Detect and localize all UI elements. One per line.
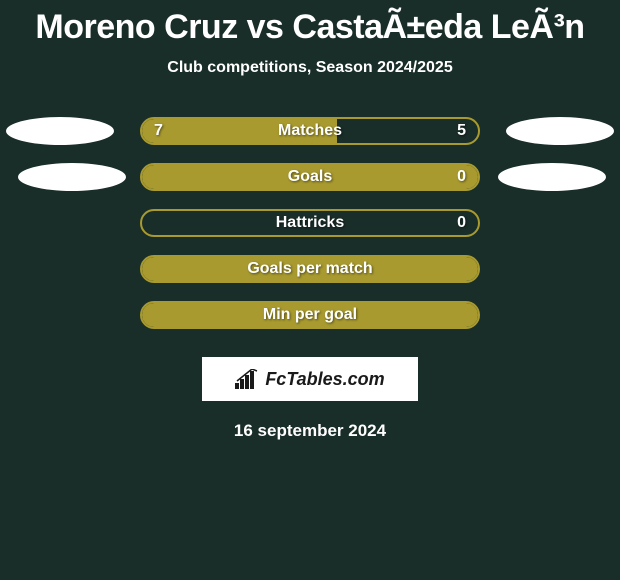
stat-value-right: 0 bbox=[457, 168, 466, 186]
stat-bar: Min per goal bbox=[140, 301, 480, 329]
stat-bar: Goals0 bbox=[140, 163, 480, 191]
stat-value-right: 0 bbox=[457, 214, 466, 232]
team-right-ellipse bbox=[506, 117, 614, 145]
stat-row: Goals0 bbox=[0, 163, 620, 191]
stats-rows: 7Matches5Goals0Hattricks0Goals per match… bbox=[0, 117, 620, 329]
team-right-ellipse bbox=[498, 163, 606, 191]
stat-bar: 7Matches5 bbox=[140, 117, 480, 145]
stat-label: Matches bbox=[142, 122, 478, 140]
stat-row: Min per goal bbox=[0, 301, 620, 329]
page-title: Moreno Cruz vs CastaÃ±eda LeÃ³n bbox=[0, 8, 620, 47]
logo-text: FcTables.com bbox=[265, 369, 384, 390]
stat-row: 7Matches5 bbox=[0, 117, 620, 145]
stat-row: Hattricks0 bbox=[0, 209, 620, 237]
stat-label: Goals bbox=[142, 168, 478, 186]
stat-row: Goals per match bbox=[0, 255, 620, 283]
stat-value-right: 5 bbox=[457, 122, 466, 140]
main-container: Moreno Cruz vs CastaÃ±eda LeÃ³n Club com… bbox=[0, 0, 620, 441]
logo-box: FcTables.com bbox=[202, 357, 418, 401]
date-label: 16 september 2024 bbox=[0, 421, 620, 441]
page-subtitle: Club competitions, Season 2024/2025 bbox=[0, 59, 620, 77]
stat-label: Min per goal bbox=[142, 306, 478, 324]
chart-icon bbox=[235, 369, 259, 389]
team-left-ellipse bbox=[18, 163, 126, 191]
stat-bar: Hattricks0 bbox=[140, 209, 480, 237]
stat-label: Goals per match bbox=[142, 260, 478, 278]
stat-bar: Goals per match bbox=[140, 255, 480, 283]
team-left-ellipse bbox=[6, 117, 114, 145]
stat-label: Hattricks bbox=[142, 214, 478, 232]
